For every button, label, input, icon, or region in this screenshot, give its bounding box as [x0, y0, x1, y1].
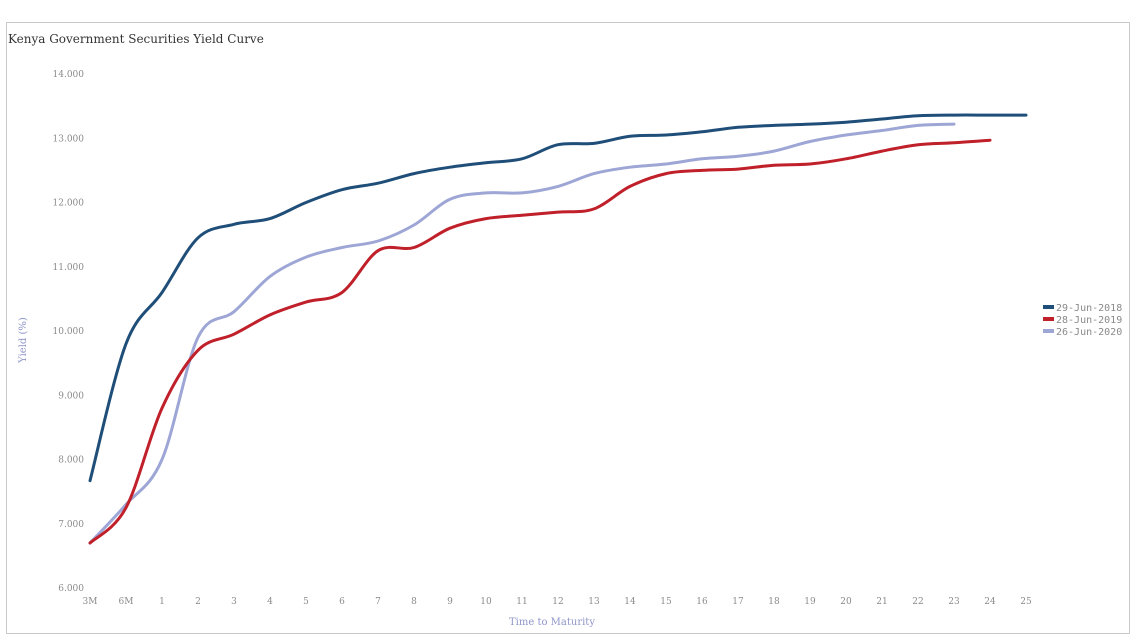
- x-tick-label: 10: [480, 597, 492, 607]
- x-tick-label: 21: [876, 597, 887, 607]
- y-tick-label: 9.000: [58, 391, 84, 401]
- y-tick-label: 12.000: [53, 199, 85, 209]
- legend-swatch: [1043, 317, 1054, 321]
- x-tick-label: 15: [660, 597, 672, 607]
- chart-title: Kenya Government Securities Yield Curve: [8, 32, 264, 46]
- x-tick-label: 23: [948, 597, 960, 607]
- series-line: [88, 122, 956, 545]
- x-tick-label: 8: [411, 597, 417, 607]
- series-line: [88, 138, 992, 545]
- legend-label: 29-Jun-2018: [1056, 303, 1122, 314]
- legend-label: 26-Jun-2020: [1056, 327, 1122, 338]
- x-tick-label: 9: [447, 597, 453, 607]
- x-tick-label: 25: [1020, 597, 1032, 607]
- x-tick-label: 3: [231, 597, 237, 607]
- y-tick-label: 14.000: [53, 70, 85, 80]
- y-tick-label: 13.000: [53, 134, 85, 144]
- x-tick-label: 22: [912, 597, 923, 607]
- x-tick-label: 20: [840, 597, 852, 607]
- y-axis-label: Yield (%): [18, 317, 29, 364]
- y-axis-ticks: 6.000 7.000 8.000 9.000 10.000 11.000 12.000 13…: [53, 70, 85, 594]
- x-tick-label: 12: [552, 597, 563, 607]
- series-lines: [88, 113, 1028, 545]
- y-tick-label: 10.000: [53, 327, 85, 337]
- x-tick-label: 1: [159, 597, 165, 607]
- x-tick-label: 7: [375, 597, 381, 607]
- x-tick-label: 6M: [119, 597, 134, 607]
- x-tick-label: 19: [804, 597, 816, 607]
- y-tick-label: 7.000: [58, 520, 84, 530]
- legend-swatch: [1043, 305, 1054, 309]
- series-line: [88, 113, 1028, 483]
- x-tick-label: 11: [516, 597, 527, 607]
- x-tick-label: 16: [696, 597, 708, 607]
- x-axis-label: Time to Maturity: [509, 617, 595, 628]
- x-tick-label: 18: [768, 597, 780, 607]
- y-tick-label: 6.000: [58, 584, 84, 594]
- x-axis-ticks: 3M 6M 1 2 3 4 5 6 7 8 9 10 11 12 13 14 15 16 17 18 19 20 21 22 2…: [83, 597, 1032, 607]
- x-tick-label: 5: [303, 597, 309, 607]
- x-tick-label: 24: [984, 597, 996, 607]
- y-tick-label: 8.000: [58, 456, 84, 466]
- x-tick-label: 17: [732, 597, 744, 607]
- x-tick-label: 4: [267, 597, 273, 607]
- legend-label: 28-Jun-2019: [1056, 315, 1122, 326]
- x-tick-label: 2: [195, 597, 201, 607]
- x-tick-label: 3M: [83, 597, 98, 607]
- legend-swatch: [1043, 329, 1054, 333]
- x-tick-label: 6: [339, 597, 345, 607]
- x-tick-label: 14: [624, 597, 636, 607]
- x-tick-label: 13: [588, 597, 600, 607]
- y-tick-label: 11.000: [53, 263, 85, 273]
